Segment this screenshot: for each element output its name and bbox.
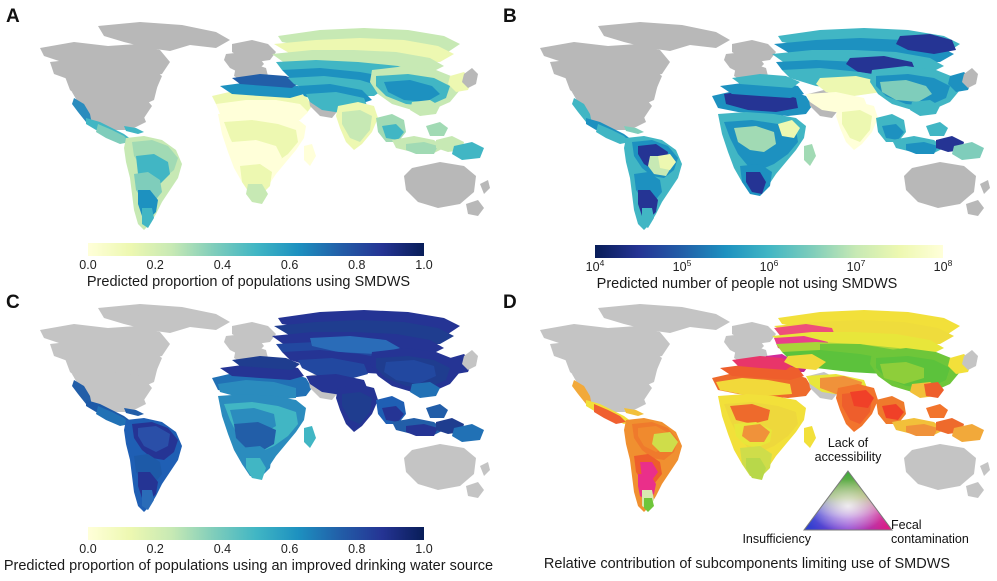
panel-a-letter: A xyxy=(6,6,20,27)
map-landmass-group-d xyxy=(540,304,990,512)
world-map-d xyxy=(540,304,990,512)
tick-a-1: 0.2 xyxy=(146,258,164,272)
tick-a-5: 1.0 xyxy=(415,258,433,272)
tick-c-0: 0.0 xyxy=(79,542,97,556)
panel-a: A xyxy=(0,0,497,290)
tick-a-2: 0.4 xyxy=(213,258,232,272)
ternary-label-accessibility-line1: Lack of xyxy=(827,436,869,450)
panel-b-letter: B xyxy=(503,6,517,27)
panel-b-colorbar xyxy=(595,245,943,258)
panel-b-colorbar-ticks: 104 105 106 107 108 xyxy=(586,257,953,275)
panel-b-caption: Predicted number of people not using SMD… xyxy=(596,276,898,292)
ternary-label-fecal-line1: Fecal xyxy=(891,518,922,532)
panel-c-map xyxy=(20,300,490,518)
panel-b: B xyxy=(497,0,997,292)
panel-d-letter: D xyxy=(503,292,517,313)
tick-b-1: 105 xyxy=(672,257,692,274)
ternary-label-accessibility-line2: accessibility xyxy=(814,450,882,464)
panel-c: C xyxy=(0,286,497,581)
tick-b-2: 106 xyxy=(759,257,779,274)
panel-c-colorbar-ticks: 0.0 0.2 0.4 0.6 0.8 1.0 xyxy=(79,542,432,557)
panel-d: D xyxy=(497,286,997,581)
ternary-label-fecal-line2: contamination xyxy=(891,532,969,546)
world-map-b xyxy=(540,22,990,230)
panel-a-colorbar xyxy=(88,243,424,256)
tick-c-4: 0.8 xyxy=(348,542,366,556)
tick-c-3: 0.6 xyxy=(280,542,299,556)
tick-a-3: 0.6 xyxy=(280,258,299,272)
ternary-label-fecal: Fecal contamination xyxy=(891,518,997,546)
tick-b-0: 104 xyxy=(585,257,605,274)
panel-d-caption: Relative contribution of subcomponents l… xyxy=(543,556,951,572)
panel-a-caption: Predicted proportion of populations usin… xyxy=(86,274,411,290)
map-landmass-group-c xyxy=(40,304,490,512)
panel-b-map xyxy=(520,16,990,238)
panel-a-map xyxy=(20,18,490,236)
panel-d-map xyxy=(520,300,990,530)
ternary-label-insufficiency: Insufficiency xyxy=(715,532,811,546)
world-map-c xyxy=(40,304,490,512)
map-landmass-group-a xyxy=(40,22,490,230)
tick-c-2: 0.4 xyxy=(213,542,232,556)
panel-c-caption: Predicted proportion of populations usin… xyxy=(3,558,494,574)
world-map-a xyxy=(40,22,490,230)
map-landmass-group-b xyxy=(540,22,990,230)
tick-a-0: 0.0 xyxy=(79,258,97,272)
tick-a-4: 0.8 xyxy=(348,258,366,272)
ternary-triangle xyxy=(802,469,894,533)
tick-c-1: 0.2 xyxy=(146,542,164,556)
tick-b-3: 107 xyxy=(846,257,866,274)
tick-c-5: 1.0 xyxy=(415,542,433,556)
panel-a-colorbar-ticks: 0.0 0.2 0.4 0.6 0.8 1.0 xyxy=(79,258,432,273)
panel-c-letter: C xyxy=(6,292,20,313)
panel-c-colorbar xyxy=(88,527,424,540)
tick-b-4: 108 xyxy=(933,257,953,274)
ternary-label-accessibility: Lack of accessibility xyxy=(793,436,903,464)
ternary-label-insufficiency-text: Insufficiency xyxy=(742,532,811,546)
ternary-triangle-svg xyxy=(803,470,893,531)
